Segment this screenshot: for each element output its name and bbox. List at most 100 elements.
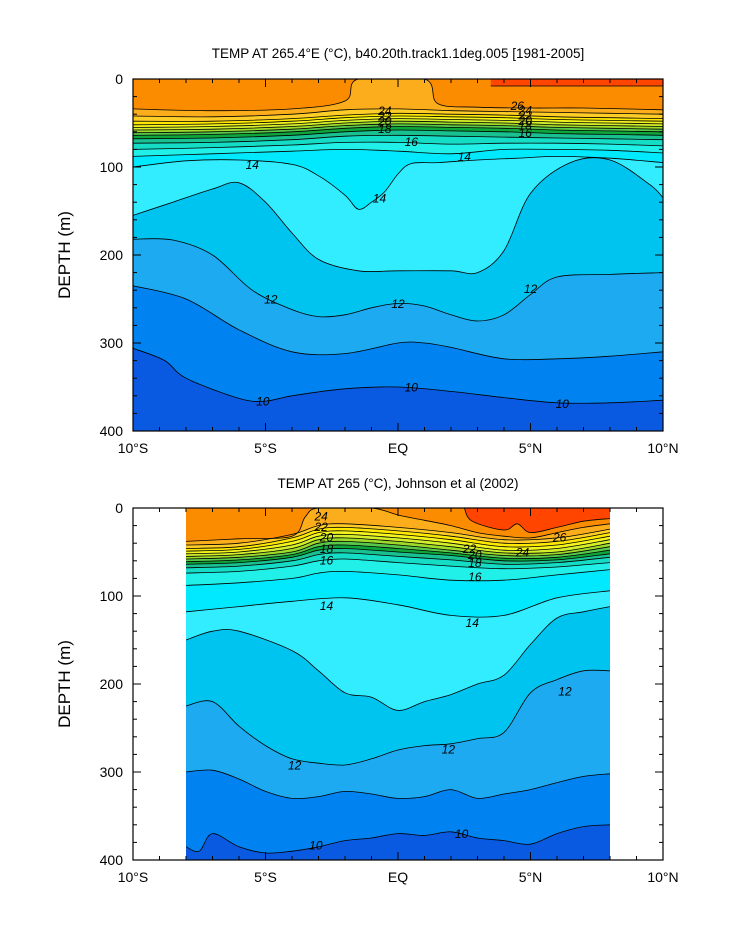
chart-panel-model: TEMP AT 265.4°E (°C), b40.20th.track1.1d… [55, 46, 679, 456]
isotherm-24 [133, 112, 663, 122]
contour-label-text: 24 [313, 509, 328, 523]
isotherm-18 [133, 129, 663, 140]
y-tick-label: 400 [100, 852, 124, 868]
y-tick-label: 200 [100, 247, 124, 263]
contour-label-text: 20 [319, 531, 334, 545]
contour-label-text: 22 [518, 109, 533, 123]
y-axis-label: DEPTH (m) [55, 640, 74, 728]
isotherm-13 [133, 157, 663, 275]
contour-label: 22 [462, 542, 477, 556]
isotherm-10 [185, 824, 611, 854]
x-tick-label: 5°S [254, 869, 277, 885]
contour-label: 12 [391, 297, 405, 311]
contour-label: 14 [246, 158, 260, 172]
contour-label: 22 [377, 109, 392, 123]
y-axis: 0 100 200 300 400 [100, 71, 663, 439]
isotherm-26 [185, 508, 611, 542]
contour-label: 12 [442, 743, 456, 757]
contour-label: 12 [288, 758, 302, 772]
contour-label-text: 18 [378, 122, 392, 136]
isotherm-17 [133, 134, 663, 144]
contour-label-text: 12 [524, 282, 538, 296]
y-tick-label: 0 [115, 71, 123, 87]
contour-label-text: 16 [405, 135, 419, 149]
y-axis-label: DEPTH (m) [55, 211, 74, 299]
contour-line-group [133, 79, 663, 404]
y-tick-label: 100 [100, 588, 124, 604]
contour-label: 10 [256, 395, 270, 409]
isotherm-20 [185, 540, 611, 560]
contour-label: 14 [373, 191, 387, 205]
isotherm-14 [133, 155, 663, 210]
contour-label: 14 [466, 616, 480, 630]
contour-label: 26 [510, 99, 525, 113]
isotherm-17 [185, 552, 611, 569]
isotherm-18 [185, 548, 611, 565]
contour-label: 10 [405, 381, 419, 395]
contour-label-text: 22 [462, 542, 477, 556]
contour-label-text: 22 [313, 520, 328, 534]
contour-label-text: 10 [309, 839, 323, 853]
contour-label-text: 18 [468, 556, 482, 570]
contour-label-text: 24 [377, 104, 392, 118]
contour-label: 14 [458, 150, 472, 164]
contour-label: 18 [468, 556, 482, 570]
x-tick-label: 10°N [647, 869, 678, 885]
contour-label-text: 14 [458, 150, 472, 164]
contour-label-text: 14 [466, 616, 480, 630]
contour-label-text: 26 [510, 99, 525, 113]
x-axis: 10°S 5°S EQ 5°N 10°N [118, 79, 679, 456]
contour-label: 24 [313, 509, 328, 523]
y-axis: 0 100 200 300 400 [100, 500, 663, 868]
x-tick-label: EQ [388, 440, 408, 456]
isotherm-14 [185, 590, 611, 618]
y-tick-label: 200 [100, 676, 124, 692]
x-tick-label: 5°S [254, 440, 277, 456]
isotherm-22 [133, 118, 663, 128]
contour-label: 12 [264, 293, 278, 307]
contour-label: 14 [320, 599, 334, 613]
contour-label: 24 [377, 104, 392, 118]
contour-label-text: 12 [558, 685, 572, 699]
x-tick-label: 5°N [519, 869, 543, 885]
contour-label: 24 [515, 546, 530, 560]
contour-label: 20 [467, 548, 482, 562]
contour-label: 18 [320, 542, 334, 556]
contour-label: 24 [518, 103, 533, 117]
y-tick-label: 300 [100, 764, 124, 780]
contour-label: 18 [519, 118, 533, 132]
no-data-region [610, 508, 663, 860]
x-tick-label: 5°N [519, 440, 543, 456]
contour-label-text: 16 [519, 126, 533, 140]
contour-label-text: 14 [320, 599, 334, 613]
contour-label-text: 14 [373, 191, 387, 205]
contour-label-text: 24 [518, 103, 533, 117]
contour-band-27 [490, 79, 663, 86]
chart-title: TEMP AT 265.4°E (°C), b40.20th.track1.1d… [212, 46, 585, 61]
y-tick-label: 300 [100, 335, 124, 351]
contour-label: 12 [524, 282, 538, 296]
isotherm-25 [185, 523, 611, 546]
contour-label-text: 18 [320, 542, 334, 556]
contour-label: 20 [319, 531, 334, 545]
isotherm-22 [185, 533, 611, 555]
isotherm-11 [185, 769, 611, 800]
contour-label: 22 [518, 109, 533, 123]
contour-label-text: 20 [377, 115, 392, 129]
contour-label: 20 [518, 114, 533, 128]
contour-label: 12 [558, 685, 572, 699]
chart-title: TEMP AT 265 (°C), Johnson et al (2002) [277, 476, 518, 491]
isotherm-25 [133, 108, 663, 118]
contour-band-27 [464, 508, 610, 533]
isotherm-15 [185, 569, 611, 586]
contour-label-text: 10 [455, 827, 469, 841]
contour-label: 10 [455, 827, 469, 841]
contour-label-text: 12 [391, 297, 405, 311]
x-tick-label: EQ [388, 869, 408, 885]
isotherm-23 [133, 115, 663, 126]
contour-label-text: 12 [288, 758, 302, 772]
contour-line-group [133, 508, 663, 860]
contour-label: 10 [309, 839, 323, 853]
isotherm-12 [185, 669, 611, 766]
